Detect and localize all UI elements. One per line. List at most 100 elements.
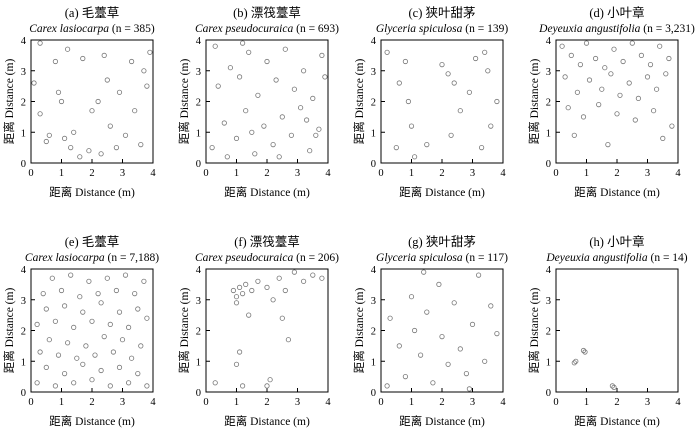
- panel-g: (g) 狭叶甜茅 Glyceria spiculosa (n = 117) 0 1 2 3…: [352, 235, 508, 428]
- data-point: [322, 74, 328, 80]
- y-tick-label: 4: [21, 36, 27, 47]
- data-point: [596, 102, 602, 108]
- species-name: Deyeuxia angustifolia: [545, 252, 647, 264]
- y-tick-label: 0: [196, 388, 201, 399]
- x-tick-label: 1: [59, 397, 64, 408]
- data-point: [113, 145, 120, 151]
- data-point: [40, 290, 46, 297]
- y-axis-label: 距离 Distance (m): [2, 288, 16, 374]
- x-tick-label: 4: [325, 397, 331, 408]
- x-axis-label: 距离 Distance (m): [224, 414, 310, 428]
- data-point: [141, 68, 147, 74]
- data-point: [445, 71, 451, 77]
- x-tick-label: 3: [645, 168, 650, 179]
- data-point: [237, 349, 243, 355]
- y-tick-label: 1: [546, 128, 551, 139]
- data-point: [144, 315, 150, 321]
- data-point: [209, 145, 215, 151]
- data-point: [92, 352, 98, 358]
- y-tick-label: 4: [371, 36, 377, 47]
- data-point: [660, 135, 666, 141]
- data-point: [402, 373, 408, 380]
- data-point: [31, 80, 37, 86]
- x-tick-label: 2: [439, 397, 444, 408]
- y-tick-label: 3: [371, 296, 376, 307]
- data-point: [95, 290, 101, 297]
- data-point: [240, 383, 246, 389]
- data-point: [270, 297, 276, 303]
- data-point: [573, 358, 579, 364]
- x-axis-label: 距离 Distance (m): [574, 185, 660, 199]
- data-point: [669, 123, 675, 129]
- data-point: [488, 303, 494, 309]
- data-point: [436, 281, 442, 287]
- panel-title: (e) 毛薹草: [65, 234, 120, 249]
- panel-d: (d) 小叶章 Deyeuxia angustifolia (n = 3,231)…: [527, 5, 695, 199]
- x-tick-label: 1: [234, 397, 239, 408]
- y-tick-label: 0: [546, 159, 551, 170]
- x-tick-label: 4: [500, 168, 506, 179]
- data-point: [233, 135, 240, 141]
- sample-count: (n = 3,231): [640, 23, 695, 35]
- x-tick-label: 4: [325, 168, 331, 179]
- panel-title: (h) 小叶章: [589, 234, 644, 249]
- x-tick-label: 1: [584, 168, 589, 179]
- data-point: [246, 49, 252, 55]
- data-point: [113, 287, 120, 294]
- y-tick-label: 0: [546, 388, 551, 399]
- data-point: [488, 123, 494, 129]
- species-name: Carex pseudocuraica: [195, 23, 294, 35]
- y-tick-label: 1: [546, 357, 551, 368]
- y-tick-label: 0: [21, 159, 26, 170]
- data-point: [270, 142, 276, 148]
- data-point: [565, 105, 571, 111]
- data-point: [55, 352, 62, 358]
- data-point: [77, 294, 83, 300]
- data-point: [276, 275, 282, 281]
- x-tick-label: 3: [120, 168, 125, 179]
- panel-title: (c) 狭叶甜茅: [409, 6, 476, 20]
- data-point: [68, 145, 74, 151]
- data-point: [243, 281, 249, 287]
- data-point: [424, 309, 430, 315]
- data-point: [583, 40, 590, 46]
- x-tick-label: 3: [295, 168, 300, 179]
- x-tick-label: 2: [264, 397, 269, 408]
- data-point: [233, 361, 240, 367]
- data-point: [52, 58, 59, 65]
- data-point: [430, 380, 436, 386]
- data-point: [80, 55, 86, 62]
- sample-count: (n = 7,188): [105, 252, 160, 264]
- data-point: [68, 272, 74, 278]
- data-point: [291, 86, 297, 92]
- data-point: [384, 49, 390, 55]
- x-tick-label: 2: [614, 397, 619, 408]
- x-tick-label: 0: [203, 397, 208, 408]
- data-point: [451, 80, 457, 86]
- y-tick-label: 3: [21, 296, 26, 307]
- data-point: [411, 154, 418, 160]
- data-point: [457, 108, 463, 114]
- data-point: [466, 386, 472, 392]
- data-point: [282, 46, 288, 52]
- data-point: [291, 269, 297, 275]
- y-tick-label: 4: [371, 265, 377, 276]
- data-point: [421, 269, 427, 275]
- data-point: [577, 61, 584, 68]
- y-tick-label: 2: [546, 327, 551, 338]
- data-point: [300, 278, 307, 284]
- x-tick-label: 0: [28, 168, 33, 179]
- data-point: [147, 49, 153, 55]
- data-point: [384, 383, 390, 389]
- data-point: [632, 117, 638, 123]
- data-point: [212, 43, 218, 49]
- data-point: [129, 58, 135, 65]
- data-point: [562, 74, 568, 80]
- y-tick-label: 0: [371, 388, 376, 399]
- x-tick-label: 3: [470, 397, 475, 408]
- panel-title: (b) 漂筏薹草: [233, 5, 301, 20]
- data-point: [657, 43, 663, 49]
- y-tick-label: 3: [546, 67, 551, 78]
- x-axis-label: 距离 Distance (m): [49, 414, 135, 428]
- data-point: [240, 40, 246, 46]
